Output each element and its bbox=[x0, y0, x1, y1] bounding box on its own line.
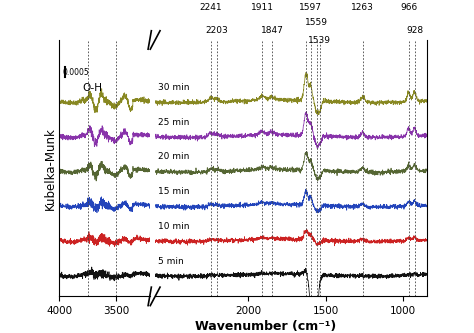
Text: 2241: 2241 bbox=[200, 3, 222, 12]
Text: 10 min: 10 min bbox=[158, 222, 190, 231]
Text: 1263: 1263 bbox=[351, 3, 374, 12]
Text: 20 min: 20 min bbox=[158, 153, 190, 162]
Text: 1559: 1559 bbox=[305, 18, 328, 27]
Text: 30 min: 30 min bbox=[158, 83, 190, 92]
Text: 1847: 1847 bbox=[261, 26, 283, 35]
Text: 966: 966 bbox=[400, 3, 417, 12]
Text: O-H: O-H bbox=[82, 83, 102, 93]
Text: 25 min: 25 min bbox=[158, 118, 190, 127]
Y-axis label: Kubelka-Munk: Kubelka-Munk bbox=[44, 127, 56, 209]
Text: Wavenumber (cm⁻¹): Wavenumber (cm⁻¹) bbox=[195, 320, 336, 333]
Text: 15 min: 15 min bbox=[158, 187, 190, 196]
Text: 2203: 2203 bbox=[205, 26, 228, 35]
Text: 5 min: 5 min bbox=[158, 257, 184, 266]
Text: 928: 928 bbox=[406, 26, 423, 35]
Text: 0.0005: 0.0005 bbox=[63, 68, 90, 77]
Text: 1597: 1597 bbox=[299, 3, 322, 12]
Text: 1539: 1539 bbox=[308, 36, 331, 45]
Text: 1911: 1911 bbox=[251, 3, 273, 12]
